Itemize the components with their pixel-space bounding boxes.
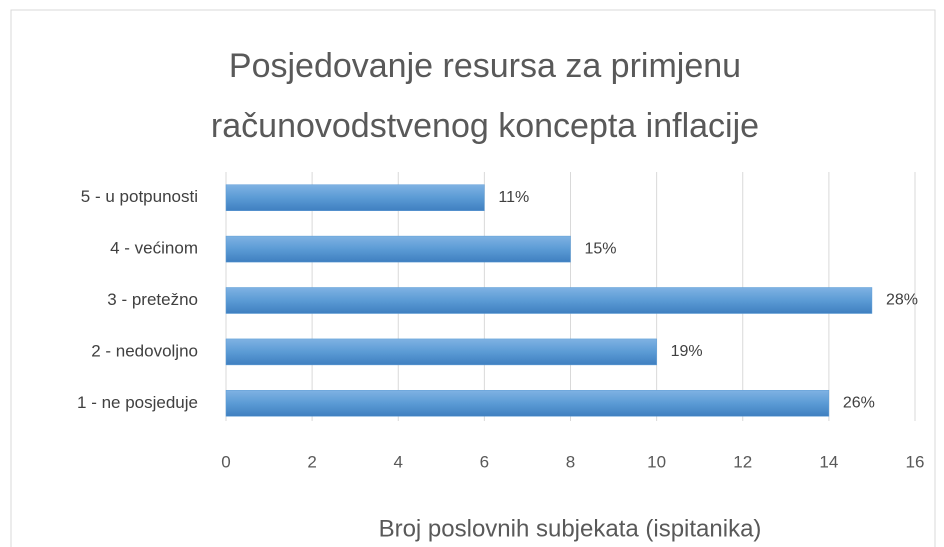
y-tick-label: 2 - nedovoljno <box>91 341 198 360</box>
data-label: 15% <box>585 240 617 257</box>
y-tick-label: 1 - ne posjeduje <box>77 393 198 412</box>
x-tick-label: 4 <box>394 452 403 471</box>
x-tick-label: 12 <box>733 452 752 471</box>
data-label: 26% <box>843 395 875 412</box>
y-tick-label: 4 - većinom <box>110 239 198 258</box>
x-axis-title: Broj poslovnih subjekata (ispitanika) <box>379 515 762 542</box>
data-label: 19% <box>671 343 703 360</box>
bar <box>225 235 571 263</box>
x-tick-label: 6 <box>480 452 489 471</box>
bar <box>225 287 873 314</box>
y-tick-label: 5 - u potpunosti <box>81 187 198 206</box>
y-tick-label: 3 - pretežno <box>107 290 198 309</box>
bar <box>225 338 657 366</box>
x-tick-label: 0 <box>221 452 230 471</box>
bar <box>225 390 830 417</box>
chart-title: računovodstvenog koncepta inflacije <box>211 107 759 145</box>
chart-title: Posjedovanje resursa za primjenu <box>229 47 741 85</box>
data-label: 28% <box>886 292 918 309</box>
data-label: 11% <box>498 189 529 206</box>
bar <box>225 184 485 211</box>
x-tick-label: 2 <box>307 452 316 471</box>
x-tick-label: 10 <box>647 452 666 471</box>
x-tick-label: 8 <box>566 452 575 471</box>
chart-border <box>10 9 936 547</box>
x-tick-label: 14 <box>819 452 838 471</box>
x-tick-label: 16 <box>906 452 925 471</box>
